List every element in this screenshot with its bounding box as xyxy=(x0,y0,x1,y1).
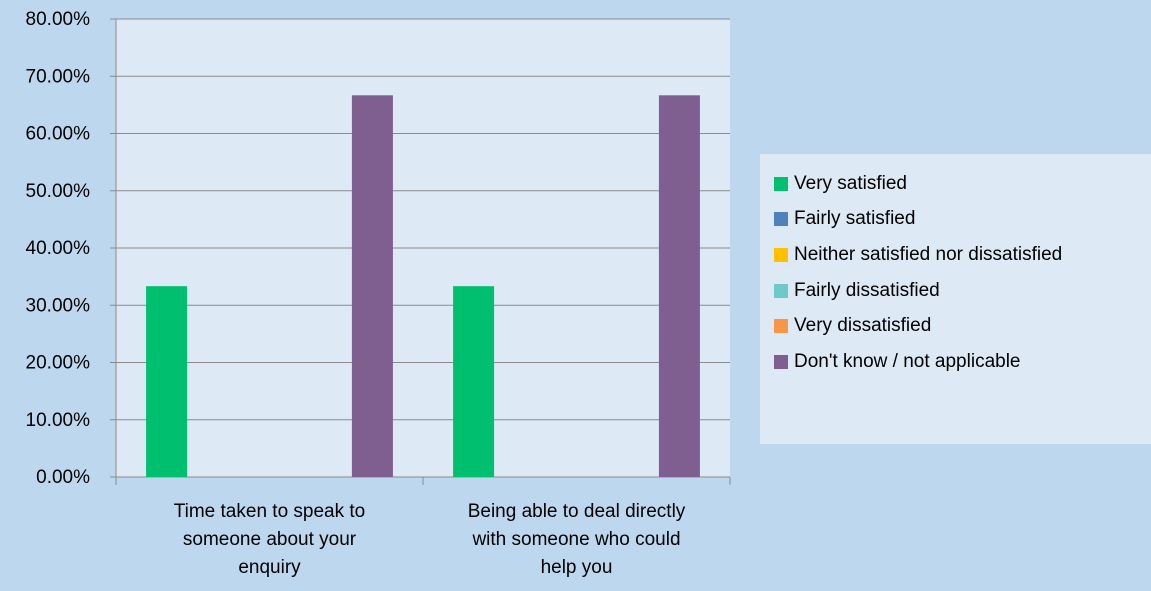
y-tick-label: 70.00% xyxy=(26,66,91,87)
x-category-label: Being able to deal directly xyxy=(468,501,686,522)
legend-swatch xyxy=(774,319,788,334)
x-category-label: help you xyxy=(541,557,613,578)
legend-swatch xyxy=(774,283,788,298)
legend-item: Very satisfied xyxy=(774,166,1151,202)
legend: Very satisfied Fairly satisfied Neither sa… xyxy=(760,154,1151,444)
legend-item: Fairly dissatisfied xyxy=(774,273,1151,309)
bar xyxy=(453,286,495,477)
legend-swatch xyxy=(774,212,788,227)
legend-label: Fairly satisfied xyxy=(794,208,916,230)
x-category-label: Time taken to speak to xyxy=(174,501,366,522)
y-tick-label: 80.00% xyxy=(26,9,91,30)
legend-item: Don't know / not applicable xyxy=(774,344,1151,380)
legend-label: Don't know / not applicable xyxy=(794,350,1021,372)
y-tick-label: 40.00% xyxy=(26,238,91,259)
legend-swatch xyxy=(774,247,788,262)
bar xyxy=(146,286,188,477)
legend-swatch xyxy=(774,354,788,369)
bar xyxy=(351,95,393,478)
y-tick-label: 50.00% xyxy=(26,181,91,202)
legend-item: Fairly satisfied xyxy=(774,202,1151,238)
y-tick-label: 20.00% xyxy=(26,353,91,374)
y-tick-label: 0.00% xyxy=(36,467,90,488)
legend-label: Fairly dissatisfied xyxy=(794,279,940,301)
x-category-label: enquiry xyxy=(238,557,301,578)
legend-label: Very satisfied xyxy=(794,172,907,194)
x-category-label: someone about your xyxy=(183,529,357,550)
legend-item: Very dissatisfied xyxy=(774,308,1151,344)
legend-item: Neither satisfied nor dissatisfied xyxy=(774,237,1151,273)
legend-label: Neither satisfied nor dissatisfied xyxy=(794,243,1063,265)
x-category-label: with someone who could xyxy=(471,529,680,550)
legend-label: Very dissatisfied xyxy=(794,315,932,337)
y-tick-label: 30.00% xyxy=(26,295,91,316)
y-tick-label: 60.00% xyxy=(26,124,91,145)
y-tick-label: 10.00% xyxy=(26,410,91,431)
legend-swatch xyxy=(774,176,788,191)
bar xyxy=(658,95,700,478)
